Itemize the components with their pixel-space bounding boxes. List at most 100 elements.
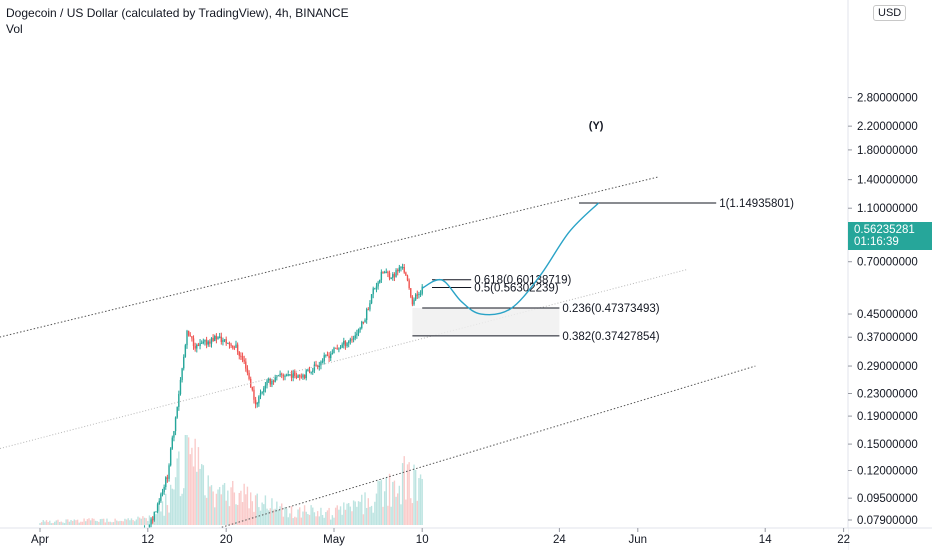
candle-body — [172, 438, 173, 449]
candle-body — [417, 295, 418, 296]
price-tick-label: 2.20000000 — [857, 121, 918, 133]
candle-body — [221, 337, 222, 342]
candle-body — [402, 267, 403, 268]
fibonacci-levels: 1(1.14935801)0.618(0.60138719)0.5(0.5630… — [412, 198, 794, 343]
candle-body — [302, 375, 303, 378]
candle-body — [294, 371, 295, 376]
volume-bar — [44, 522, 45, 525]
chart-header: Dogecoin / US Dollar (calculated by Trad… — [6, 6, 349, 36]
candle-body — [248, 373, 249, 379]
volume-bar — [155, 514, 156, 525]
volume-bar — [201, 464, 202, 525]
candle-body — [217, 337, 218, 339]
candle-body — [289, 374, 290, 375]
volume-bar — [74, 519, 75, 525]
volume-bar — [330, 520, 331, 525]
candle-body — [320, 362, 321, 366]
volume-bar — [361, 495, 362, 525]
volume-bar — [281, 503, 282, 525]
volume-bar — [379, 481, 380, 525]
volume-bar — [392, 482, 393, 525]
candle-body — [165, 477, 166, 487]
volume-bar — [363, 514, 364, 525]
candle-body — [386, 272, 387, 273]
volume-bar — [123, 521, 124, 525]
volume-bar — [395, 497, 396, 525]
candle-body — [405, 273, 406, 276]
volume-bar — [248, 508, 249, 525]
currency-button[interactable]: USD — [873, 5, 906, 21]
volume-bar — [82, 522, 83, 525]
last-price-tag: 0.56235281 01:16:39 — [848, 222, 932, 250]
candle-body — [239, 352, 240, 356]
volume-bar — [309, 515, 310, 525]
candle-body — [404, 267, 405, 273]
candle-body — [341, 345, 342, 348]
volume-bar — [353, 500, 354, 525]
volume-bar — [276, 502, 277, 525]
volume-bar — [59, 522, 60, 525]
candle-body — [257, 403, 258, 404]
volume-bar — [178, 451, 179, 525]
time-tick-label: 14 — [759, 534, 772, 546]
candle-body — [412, 297, 413, 305]
volume-bar — [191, 448, 192, 525]
volume-bar — [255, 495, 256, 525]
volume-bar — [83, 518, 84, 525]
volume-bar — [221, 494, 222, 525]
candle-body — [348, 341, 349, 343]
candle-body — [203, 342, 204, 343]
candle-body — [291, 374, 292, 378]
projection-curve — [422, 203, 598, 315]
candle-body — [194, 346, 195, 348]
volume-bar — [108, 522, 109, 525]
volume-bar — [400, 504, 401, 525]
volume-bar — [149, 515, 150, 525]
candle-body — [325, 355, 326, 356]
volume-bar — [69, 522, 70, 525]
candle-body — [376, 286, 377, 288]
price-tick-label: 0.07900000 — [857, 515, 918, 527]
candle-body — [397, 270, 398, 271]
candle-body — [366, 309, 367, 320]
price-tick-label: 0.29000000 — [857, 361, 918, 373]
candle-body — [330, 354, 331, 358]
volume-bar — [77, 520, 78, 525]
candle-body — [219, 337, 220, 338]
volume-bar — [181, 494, 182, 525]
volume-bar — [124, 519, 125, 525]
candle-body — [150, 519, 151, 524]
candle-body — [400, 267, 401, 268]
candle-body — [399, 267, 400, 271]
volume-bar — [266, 509, 267, 525]
volume-bar — [359, 502, 360, 525]
candle-body — [270, 379, 271, 385]
candle-body — [240, 356, 241, 357]
candle-body — [407, 275, 408, 280]
candle-body — [222, 340, 223, 342]
volume-bar — [294, 517, 295, 525]
candle-body — [322, 361, 323, 362]
volume-bar — [193, 466, 194, 525]
volume-bar — [219, 487, 220, 525]
candle-body — [343, 341, 344, 345]
time-tick-label: Jun — [629, 534, 648, 546]
candle-body — [160, 494, 161, 501]
volume-bar — [93, 519, 94, 525]
candle-body — [353, 338, 354, 339]
volume-bar — [142, 516, 143, 525]
volume-bar — [67, 519, 68, 525]
volume-bar — [325, 512, 326, 525]
volume-bar — [312, 508, 313, 525]
candle-body — [185, 345, 186, 357]
volume-bar — [301, 518, 302, 525]
candle-body — [227, 343, 228, 344]
volume-bar — [376, 494, 377, 525]
candle-body — [154, 512, 155, 520]
volume-bar — [114, 519, 115, 525]
volume-bar — [159, 505, 160, 525]
candle-body — [162, 492, 163, 494]
